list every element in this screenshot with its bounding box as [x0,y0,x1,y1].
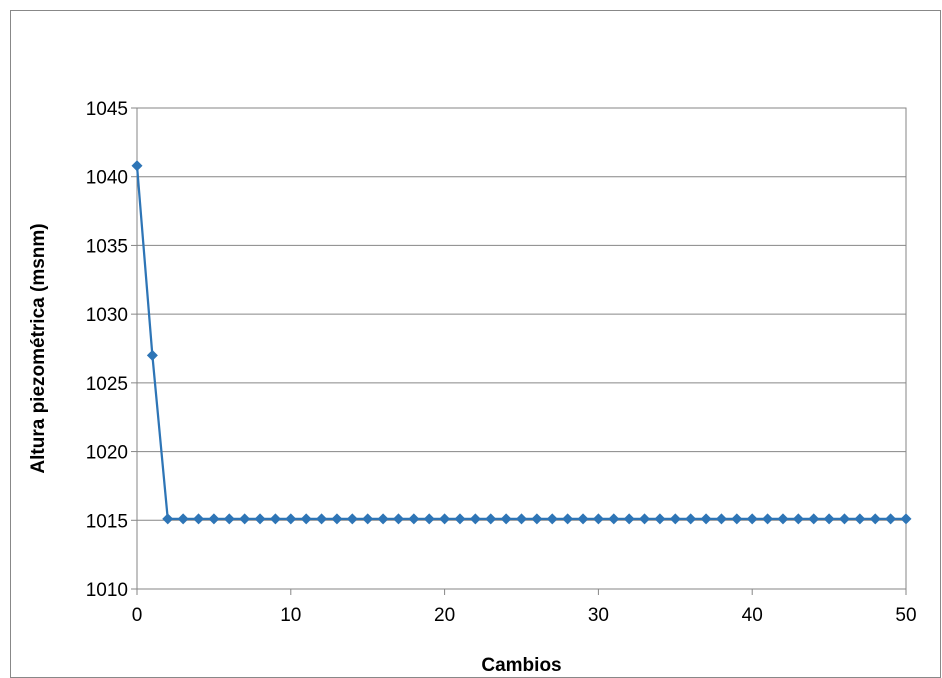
x-tick-label: 10 [280,605,301,626]
y-tick-label: 1015 [86,511,128,532]
data-point [654,513,666,525]
x-tick-label: 50 [895,605,916,626]
data-point [823,513,835,525]
data-point [854,513,866,525]
x-tick-label: 0 [132,605,143,626]
y-tick-label: 1035 [86,236,128,257]
data-point [838,513,850,525]
data-point [485,513,497,525]
data-point [792,513,804,525]
x-axis-title: Cambios [481,655,561,676]
data-point [869,513,881,525]
data-point [346,513,358,525]
data-point [777,513,789,525]
x-tick-label: 20 [434,605,455,626]
data-point [746,513,758,525]
gridlines [137,176,906,521]
data-point [423,513,435,525]
data-point [223,513,235,525]
data-point [715,513,727,525]
data-point [639,513,651,525]
data-point [285,513,297,525]
data-point [608,513,620,525]
data-point [531,513,543,525]
data-point [392,513,404,525]
data-point [900,513,912,525]
y-tick-label: 1040 [86,168,128,189]
y-tick-label: 1030 [86,305,128,326]
x-tick-label: 30 [588,605,609,626]
data-point [162,513,174,525]
data-point [316,513,328,525]
data-point [516,513,527,525]
data-point [685,513,697,525]
y-tick-label: 1045 [86,99,128,120]
data-point [208,513,220,525]
y-tick-label: 1010 [86,580,128,601]
plot-area-frame [136,107,907,590]
data-point [300,513,312,525]
data-point [377,513,389,525]
data-point [592,513,604,525]
data-point [254,513,266,525]
data-point [546,513,558,525]
series-layer [131,160,912,525]
data-point [146,349,158,361]
y-tick-label: 1020 [86,443,128,464]
y-tick-label: 1025 [86,374,128,395]
data-point [454,513,466,525]
data-point [669,513,681,525]
data-point [239,513,251,525]
x-tick-label: 40 [742,605,763,626]
data-point [193,513,205,525]
data-point [177,513,189,525]
data-point [731,513,743,525]
data-point [808,513,820,525]
data-point [269,513,281,525]
data-point [408,513,420,525]
data-point [762,513,774,525]
data-point [562,513,574,525]
data-point [131,160,143,172]
data-point [439,513,451,525]
data-point [885,513,897,525]
data-point [469,513,481,525]
y-axis-title: Altura piezométrica (msnm) [28,223,49,473]
data-point [362,513,374,525]
data-point [500,513,512,525]
chart-border [10,10,941,678]
data-point [577,513,589,525]
data-point [623,513,635,525]
data-point [331,513,343,525]
data-point [700,513,712,525]
